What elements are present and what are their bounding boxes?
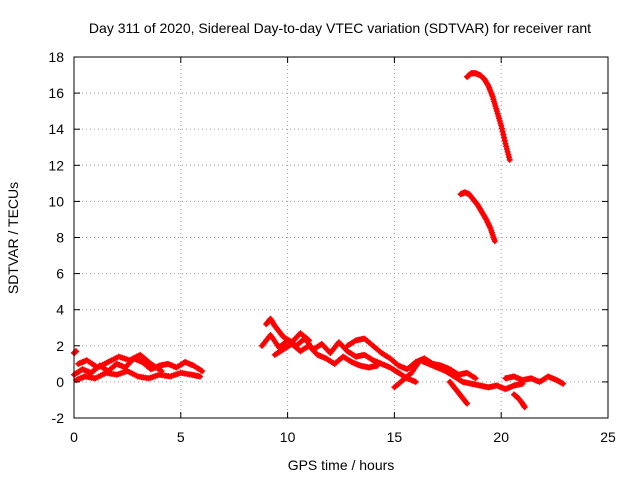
data-point bbox=[506, 156, 513, 163]
data-point bbox=[502, 140, 509, 147]
y-tick-label: 12 bbox=[48, 157, 64, 173]
x-tick-labels: 0 5 10 15 20 25 bbox=[70, 429, 616, 445]
x-tick-label: 0 bbox=[70, 429, 78, 445]
y-tick-label: -2 bbox=[52, 410, 65, 426]
y-tick-label: 6 bbox=[56, 266, 64, 282]
data-point bbox=[504, 148, 511, 155]
series-trace-n bbox=[458, 190, 498, 244]
data-points bbox=[71, 70, 567, 411]
data-point bbox=[464, 400, 471, 407]
data-point bbox=[491, 238, 498, 245]
data-point bbox=[499, 128, 506, 135]
x-tick-label: 15 bbox=[387, 429, 403, 445]
x-tick-label: 5 bbox=[177, 429, 185, 445]
y-tick-label: 10 bbox=[48, 193, 64, 209]
y-tick-labels: -2 0 2 4 6 8 10 12 14 16 18 bbox=[48, 49, 64, 426]
data-point bbox=[472, 375, 479, 382]
x-tick-label: 20 bbox=[493, 429, 509, 445]
data-point bbox=[501, 134, 508, 141]
data-point bbox=[498, 125, 505, 132]
y-tick-label: 18 bbox=[48, 49, 64, 65]
y-tick-label: 16 bbox=[48, 85, 64, 101]
y-axis-label: SDTVAR / TECUs bbox=[5, 182, 21, 294]
tick-marks bbox=[73, 56, 609, 419]
data-point bbox=[501, 137, 508, 144]
y-tick-label: 8 bbox=[56, 230, 64, 246]
y-tick-label: 14 bbox=[48, 121, 64, 137]
data-point bbox=[498, 122, 505, 129]
x-tick-label: 10 bbox=[280, 429, 296, 445]
data-point bbox=[374, 362, 381, 369]
data-point bbox=[506, 154, 513, 161]
data-point bbox=[305, 337, 312, 344]
data-point bbox=[197, 373, 204, 380]
data-point bbox=[521, 404, 528, 411]
data-point bbox=[500, 131, 507, 138]
x-tick-label: 25 bbox=[600, 429, 616, 445]
y-tick-label: 4 bbox=[56, 302, 64, 318]
data-point bbox=[503, 143, 510, 150]
data-point bbox=[484, 81, 491, 88]
data-point bbox=[463, 399, 470, 406]
grid-lines bbox=[74, 57, 608, 418]
data-point bbox=[412, 378, 419, 385]
y-tick-label: 0 bbox=[56, 374, 64, 390]
data-point bbox=[560, 380, 567, 387]
data-point bbox=[505, 151, 512, 158]
series-trace bbox=[458, 190, 498, 244]
data-point bbox=[503, 146, 510, 153]
y-tick-label: 2 bbox=[56, 338, 64, 354]
data-point bbox=[199, 368, 206, 375]
data-point bbox=[158, 368, 165, 375]
x-axis-label: GPS time / hours bbox=[288, 457, 395, 473]
chart-title: Day 311 of 2020, Sidereal Day-to-day VTE… bbox=[89, 20, 591, 36]
